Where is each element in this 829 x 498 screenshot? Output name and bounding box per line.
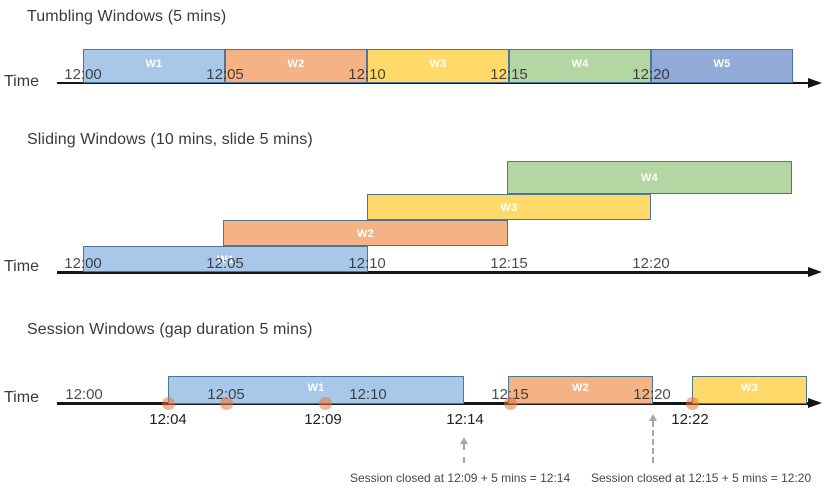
tumbling-window-w4: W4 — [509, 49, 651, 83]
event-time-label-1209: 12:09 — [304, 410, 342, 428]
tumbling-section-title: Tumbling Windows (5 mins) — [27, 8, 227, 25]
tumbling-tick-1220: 12:20 — [632, 65, 670, 83]
window-label: W1 — [307, 382, 325, 394]
session-window-w1: W1 — [168, 376, 464, 404]
tumbling-window-w2: W2 — [225, 49, 367, 83]
event-dot — [161, 397, 175, 410]
window-label: W3 — [500, 201, 518, 214]
session-window-w3: W3 — [692, 376, 807, 404]
window-label: W1 — [145, 58, 163, 70]
window-label: W1 — [216, 253, 235, 266]
sliding-tick-1215: 12:15 — [490, 255, 528, 272]
tumbling-window-w3: W3 — [367, 49, 509, 83]
sliding-time-axis — [57, 271, 808, 274]
tumbling-tick-1205: 12:05 — [206, 65, 244, 83]
sliding-window-w1: W1 — [83, 246, 368, 272]
session-tick-1210: 12:10 — [349, 386, 387, 403]
session-tick-1220: 12:20 — [633, 386, 671, 403]
sliding-tick-1205: 12:05 — [206, 255, 244, 272]
session-axis-arrowhead-icon — [808, 398, 822, 408]
tumbling-tick-1210: 12:10 — [348, 65, 386, 83]
sliding-tick-1220: 12:20 — [632, 255, 670, 272]
window-label: W2 — [287, 58, 305, 70]
window-label: W5 — [713, 58, 731, 70]
sliding-axis-arrowhead-icon — [808, 267, 822, 277]
session-closed-annotation-2: Session closed at 12:15 + 5 mins = 12:20 — [591, 471, 812, 485]
tumbling-window-w5: W5 — [651, 49, 793, 83]
sliding-tick-1210: 12:10 — [348, 255, 386, 272]
window-label: W2 — [356, 227, 375, 240]
tumbling-tick-1200: 12:00 — [64, 65, 102, 83]
window-label: W2 — [571, 382, 590, 394]
event-dot — [318, 397, 332, 410]
session-time-axis-label: Time — [4, 389, 39, 406]
event-dot — [219, 397, 233, 410]
window-label: W4 — [640, 172, 659, 184]
tumbling-tick-1215: 12:15 — [490, 65, 528, 83]
event-dot — [685, 397, 699, 410]
sliding-tick-1200: 12:00 — [64, 255, 102, 272]
session-window-w2: W2 — [508, 376, 653, 404]
tumbling-time-axis-label: Time — [4, 73, 39, 90]
session-tick-1215: 12:15 — [491, 386, 529, 403]
sliding-time-axis-label: Time — [4, 258, 39, 275]
session-closed-arrow-icon — [649, 414, 657, 463]
window-label: W3 — [429, 58, 447, 70]
event-time-label-1204: 12:04 — [149, 410, 187, 428]
session-section-title: Session Windows (gap duration 5 mins) — [27, 321, 313, 338]
session-tick-1205: 12:05 — [207, 386, 245, 403]
event-time-label-1222: 12:22 — [671, 410, 709, 428]
tumbling-window-w1: W1 — [83, 49, 225, 83]
event-time-label-1214: 12:14 — [446, 410, 484, 428]
session-closed-arrow-icon — [460, 437, 468, 463]
sliding-window-w3: W3 — [367, 194, 651, 220]
sliding-section-title: Sliding Windows (10 mins, slide 5 mins) — [27, 131, 313, 148]
session-closed-annotation-1: Session closed at 12:09 + 5 mins = 12:14 — [350, 471, 571, 485]
sliding-window-w2: W2 — [223, 220, 508, 246]
window-label: W4 — [571, 58, 589, 70]
event-dot — [503, 397, 517, 410]
session-tick-1200: 12:00 — [65, 386, 103, 403]
tumbling-time-axis — [57, 82, 808, 84]
sliding-window-w4: W4 — [507, 161, 792, 194]
tumbling-axis-arrowhead-icon — [808, 78, 822, 88]
window-label: W3 — [740, 382, 759, 394]
